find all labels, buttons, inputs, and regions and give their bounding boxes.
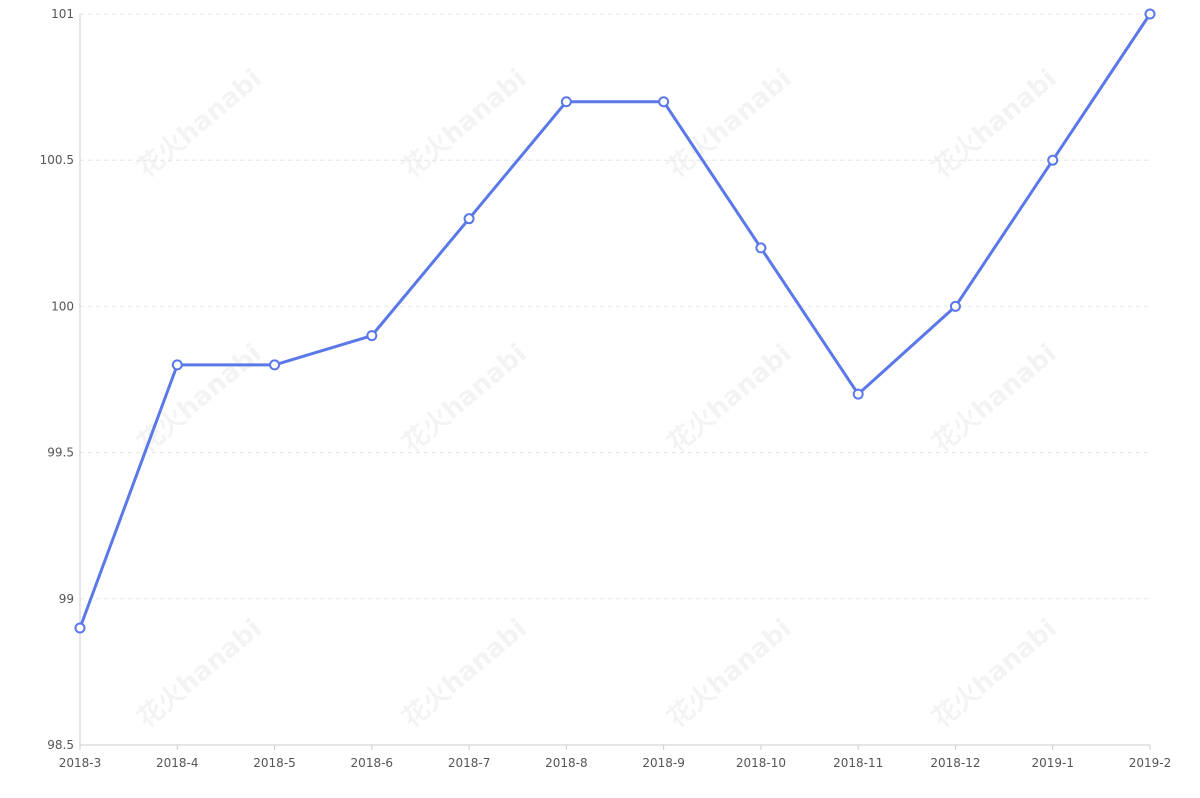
y-tick-label: 101 [51,7,74,21]
x-tick-label: 2018-5 [253,756,296,770]
axis-layer: 98.5 99 99.5 100 100.5 101 2018-3 2018-4 2018-5 2… [40,7,1172,770]
x-tick-label: 2018-6 [351,756,394,770]
x-tick-label: 2018-7 [448,756,491,770]
data-point [366,330,378,342]
data-point [269,359,281,371]
data-point [852,388,864,400]
x-tick-label: 2018-9 [642,756,685,770]
watermark-text: 花火hanabi [927,614,1062,734]
data-point [755,242,767,254]
data-point [463,213,475,225]
y-tick-label: 100.5 [40,153,74,167]
watermark-text: 花火hanabi [132,614,267,734]
watermark-text: 花火hanabi [927,339,1062,459]
data-point [74,622,86,634]
x-tick-label: 2019-1 [1031,756,1074,770]
x-tick-label: 2018-12 [930,756,980,770]
watermark-text: 花火hanabi [397,614,532,734]
data-point [1047,154,1059,166]
series-line [78,12,1152,630]
y-tick-label: 100 [51,299,74,313]
marker-layer [74,8,1156,634]
watermark-text: 花火hanabi [397,339,532,459]
x-tick-label: 2018-8 [545,756,588,770]
watermark-text: 花火hanabi [662,614,797,734]
x-tick-label: 2018-4 [156,756,199,770]
series-layer [78,12,1152,630]
data-point [1144,8,1156,20]
data-point [949,300,961,312]
data-point [658,96,670,108]
watermark-text: 花火hanabi [132,339,267,459]
y-tick-label: 99 [59,592,74,606]
x-tick-label: 2018-10 [736,756,786,770]
watermark-text: 花火hanabi [662,64,797,184]
data-point [171,359,183,371]
x-tick-label: 2018-11 [833,756,883,770]
watermark-text: 花火hanabi [132,64,267,184]
x-tick-label: 2018-3 [59,756,102,770]
watermark-text: 花火hanabi [662,339,797,459]
x-tick-label: 2019-2 [1129,756,1172,770]
grid-layer [80,13,1150,600]
watermark-text: 花火hanabi [927,64,1062,184]
data-point [560,96,572,108]
y-tick-label: 99.5 [47,446,74,460]
y-tick-label: 98.5 [47,738,74,752]
watermark-layer: 花火hanabi 花火hanabi 花火hanabi 花火hanabi 花火hanabi… [132,64,1062,734]
